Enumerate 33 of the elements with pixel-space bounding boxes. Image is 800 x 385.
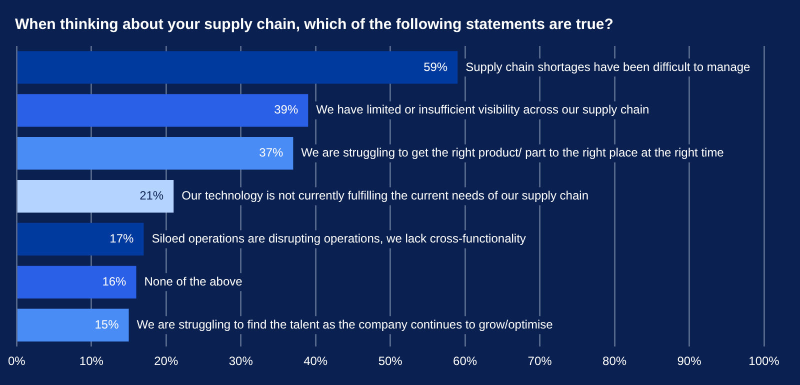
data-label: 37% bbox=[259, 146, 284, 160]
x-tick-label: 70% bbox=[528, 354, 552, 368]
y-tick-label: Our technology is not currently fulfilling the current needs of our supply chain bbox=[182, 188, 588, 203]
data-label: 17% bbox=[110, 232, 134, 246]
x-tick-label: 60% bbox=[453, 354, 478, 368]
chart-title: When thinking about your supply chain, which of the following statements are true? bbox=[15, 16, 614, 34]
x-tick-label: 90% bbox=[677, 354, 702, 368]
x-tick-label: 20% bbox=[154, 354, 178, 368]
y-tick-label: We are struggling to get the right product/ part to the right place at the right time bbox=[301, 146, 724, 160]
bar bbox=[17, 308, 129, 342]
data-label: 15% bbox=[94, 317, 120, 332]
bar bbox=[17, 266, 136, 299]
y-tick-label: We are struggling to find the talent as the company continues to grow/optimise bbox=[136, 317, 554, 332]
bar bbox=[17, 94, 308, 127]
bar bbox=[17, 51, 458, 84]
y-tick-label: Siloed operations are disrupting operations, we lack cross-functionality bbox=[152, 232, 526, 246]
bar bbox=[17, 137, 294, 170]
x-tick-label: 100% bbox=[748, 354, 780, 368]
x-tick-label: 40% bbox=[304, 354, 328, 368]
y-tick-label: None of the above bbox=[144, 274, 243, 288]
x-tick-label: 50% bbox=[378, 354, 403, 368]
y-tick-label: We have limited or insufficient visibility across our supply chain bbox=[316, 102, 650, 117]
x-tick-label: 80% bbox=[602, 354, 627, 368]
x-tick-label: 30% bbox=[228, 354, 254, 368]
bar bbox=[17, 180, 174, 213]
x-tick-label: 0% bbox=[8, 354, 26, 368]
data-label: 21% bbox=[140, 188, 164, 203]
x-tick-label: 10% bbox=[79, 354, 104, 368]
data-label: 59% bbox=[424, 60, 448, 74]
data-label: 16% bbox=[102, 274, 127, 288]
bar bbox=[17, 222, 144, 256]
y-tick-label: Supply chain shortages have been difficult to manage bbox=[466, 60, 751, 74]
data-label: 39% bbox=[274, 102, 298, 117]
